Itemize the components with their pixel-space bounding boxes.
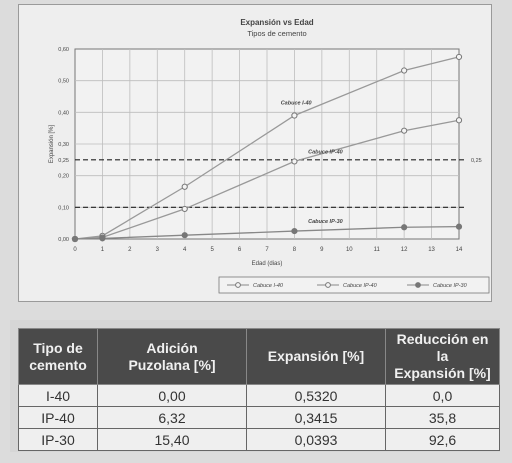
series-annotation: Cabuce IP-30 xyxy=(308,219,343,225)
x-tick-label: 5 xyxy=(210,247,214,253)
data-point xyxy=(181,183,188,190)
x-tick-label: 3 xyxy=(156,247,160,253)
y-tick-label: 0,40 xyxy=(58,110,69,116)
x-tick-label: 1 xyxy=(101,247,105,253)
header-expansion: Expansión [%] xyxy=(246,328,386,385)
x-tick-label: 10 xyxy=(346,247,353,253)
data-point xyxy=(401,224,408,231)
table-row: I-40 0,00 0,5320 0,0 xyxy=(18,384,500,407)
y-tick-label: 0,30 xyxy=(58,142,69,148)
legend-marker xyxy=(235,282,241,288)
x-tick-label: 12 xyxy=(401,247,408,253)
x-tick-label: 11 xyxy=(374,247,381,253)
series-line xyxy=(74,226,460,240)
legend-entry: Cabuce IP-40 xyxy=(343,283,378,289)
series-line xyxy=(74,56,460,240)
data-point xyxy=(291,227,298,235)
cell-tipo: IP-40 xyxy=(18,406,98,429)
x-tick-label: 14 xyxy=(456,247,463,253)
chart-title: Expansión vs Edad xyxy=(240,18,313,27)
data-point xyxy=(99,235,106,242)
x-tick-label: 6 xyxy=(238,247,242,253)
data-point xyxy=(455,117,463,124)
cell-expansion: 0,0393 xyxy=(246,428,386,451)
chart-panel: Expansión vs Edad Tipos de cemento 0 1 2 3 4 5 6… xyxy=(18,4,492,302)
x-tick-label: 0 xyxy=(73,247,77,253)
series-line xyxy=(74,119,460,240)
y-tick-label: 0,25 xyxy=(58,158,69,164)
legend-marker xyxy=(415,282,421,288)
data-point xyxy=(291,158,298,165)
results-table: Tipo de cemento Adición Puzolana [%] Expan… xyxy=(18,328,500,451)
y-tick-label: 0,00 xyxy=(58,237,69,243)
table-header-row: Tipo de cemento Adición Puzolana [%] Expan… xyxy=(18,328,500,385)
table-row: IP-40 6,32 0,3415 35,8 xyxy=(18,406,500,429)
y-tick-label: 0,10 xyxy=(58,205,69,211)
x-tick-label: 8 xyxy=(293,247,297,253)
header-adicion-puzolana: Adición Puzolana [%] xyxy=(97,328,247,385)
data-point xyxy=(401,127,408,134)
cell-expansion: 0,3415 xyxy=(246,406,386,429)
data-point xyxy=(291,112,298,119)
data-point xyxy=(455,53,463,61)
legend-entry: Cabuce IP-30 xyxy=(433,283,468,289)
series-annotation: Cabuce IP-40 xyxy=(308,150,343,156)
y-axis-label: Expansión [%] xyxy=(49,124,55,163)
x-tick-label: 13 xyxy=(428,247,435,253)
data-point xyxy=(181,205,188,213)
cell-adicion: 15,40 xyxy=(97,428,247,451)
cell-adicion: 0,00 xyxy=(97,384,247,407)
header-reduccion-expansion: Reducción en la Expansión [%] xyxy=(385,328,500,385)
y-tick-label: 0,60 xyxy=(58,47,69,53)
data-point xyxy=(401,67,408,74)
legend-box xyxy=(218,276,490,294)
data-point xyxy=(181,232,188,239)
series-annotation: Cabuce I-40 xyxy=(281,100,312,106)
cell-tipo: I-40 xyxy=(18,384,98,407)
x-axis-label: Edad (dias) xyxy=(252,261,283,267)
cell-expansion: 0,5320 xyxy=(246,384,386,407)
results-table-panel: Tipo de cemento Adición Puzolana [%] Expan… xyxy=(10,320,500,452)
reference-line-label: 0,25 xyxy=(471,158,482,164)
chart-subtitle: Tipos de cemento xyxy=(247,29,306,38)
x-tick-label: 9 xyxy=(320,247,324,253)
cell-reduccion: 35,8 xyxy=(385,406,500,429)
cell-reduccion: 92,6 xyxy=(385,428,500,451)
data-point xyxy=(71,235,79,243)
x-tick-label: 7 xyxy=(265,247,269,253)
x-tick-label: 2 xyxy=(128,247,132,253)
cell-adicion: 6,32 xyxy=(97,406,247,429)
cell-tipo: IP-30 xyxy=(18,428,98,451)
y-tick-label: 0,20 xyxy=(58,174,69,180)
table-row: IP-30 15,40 0,0393 92,6 xyxy=(18,428,500,451)
legend-marker xyxy=(325,282,331,288)
cell-reduccion: 0,0 xyxy=(385,384,500,407)
x-tick-label: 4 xyxy=(183,247,187,253)
data-point xyxy=(455,223,463,230)
y-tick-label: 0,50 xyxy=(58,79,69,85)
legend-entry: Cabuce I-40 xyxy=(253,283,284,289)
header-tipo-cemento: Tipo de cemento xyxy=(18,328,98,385)
